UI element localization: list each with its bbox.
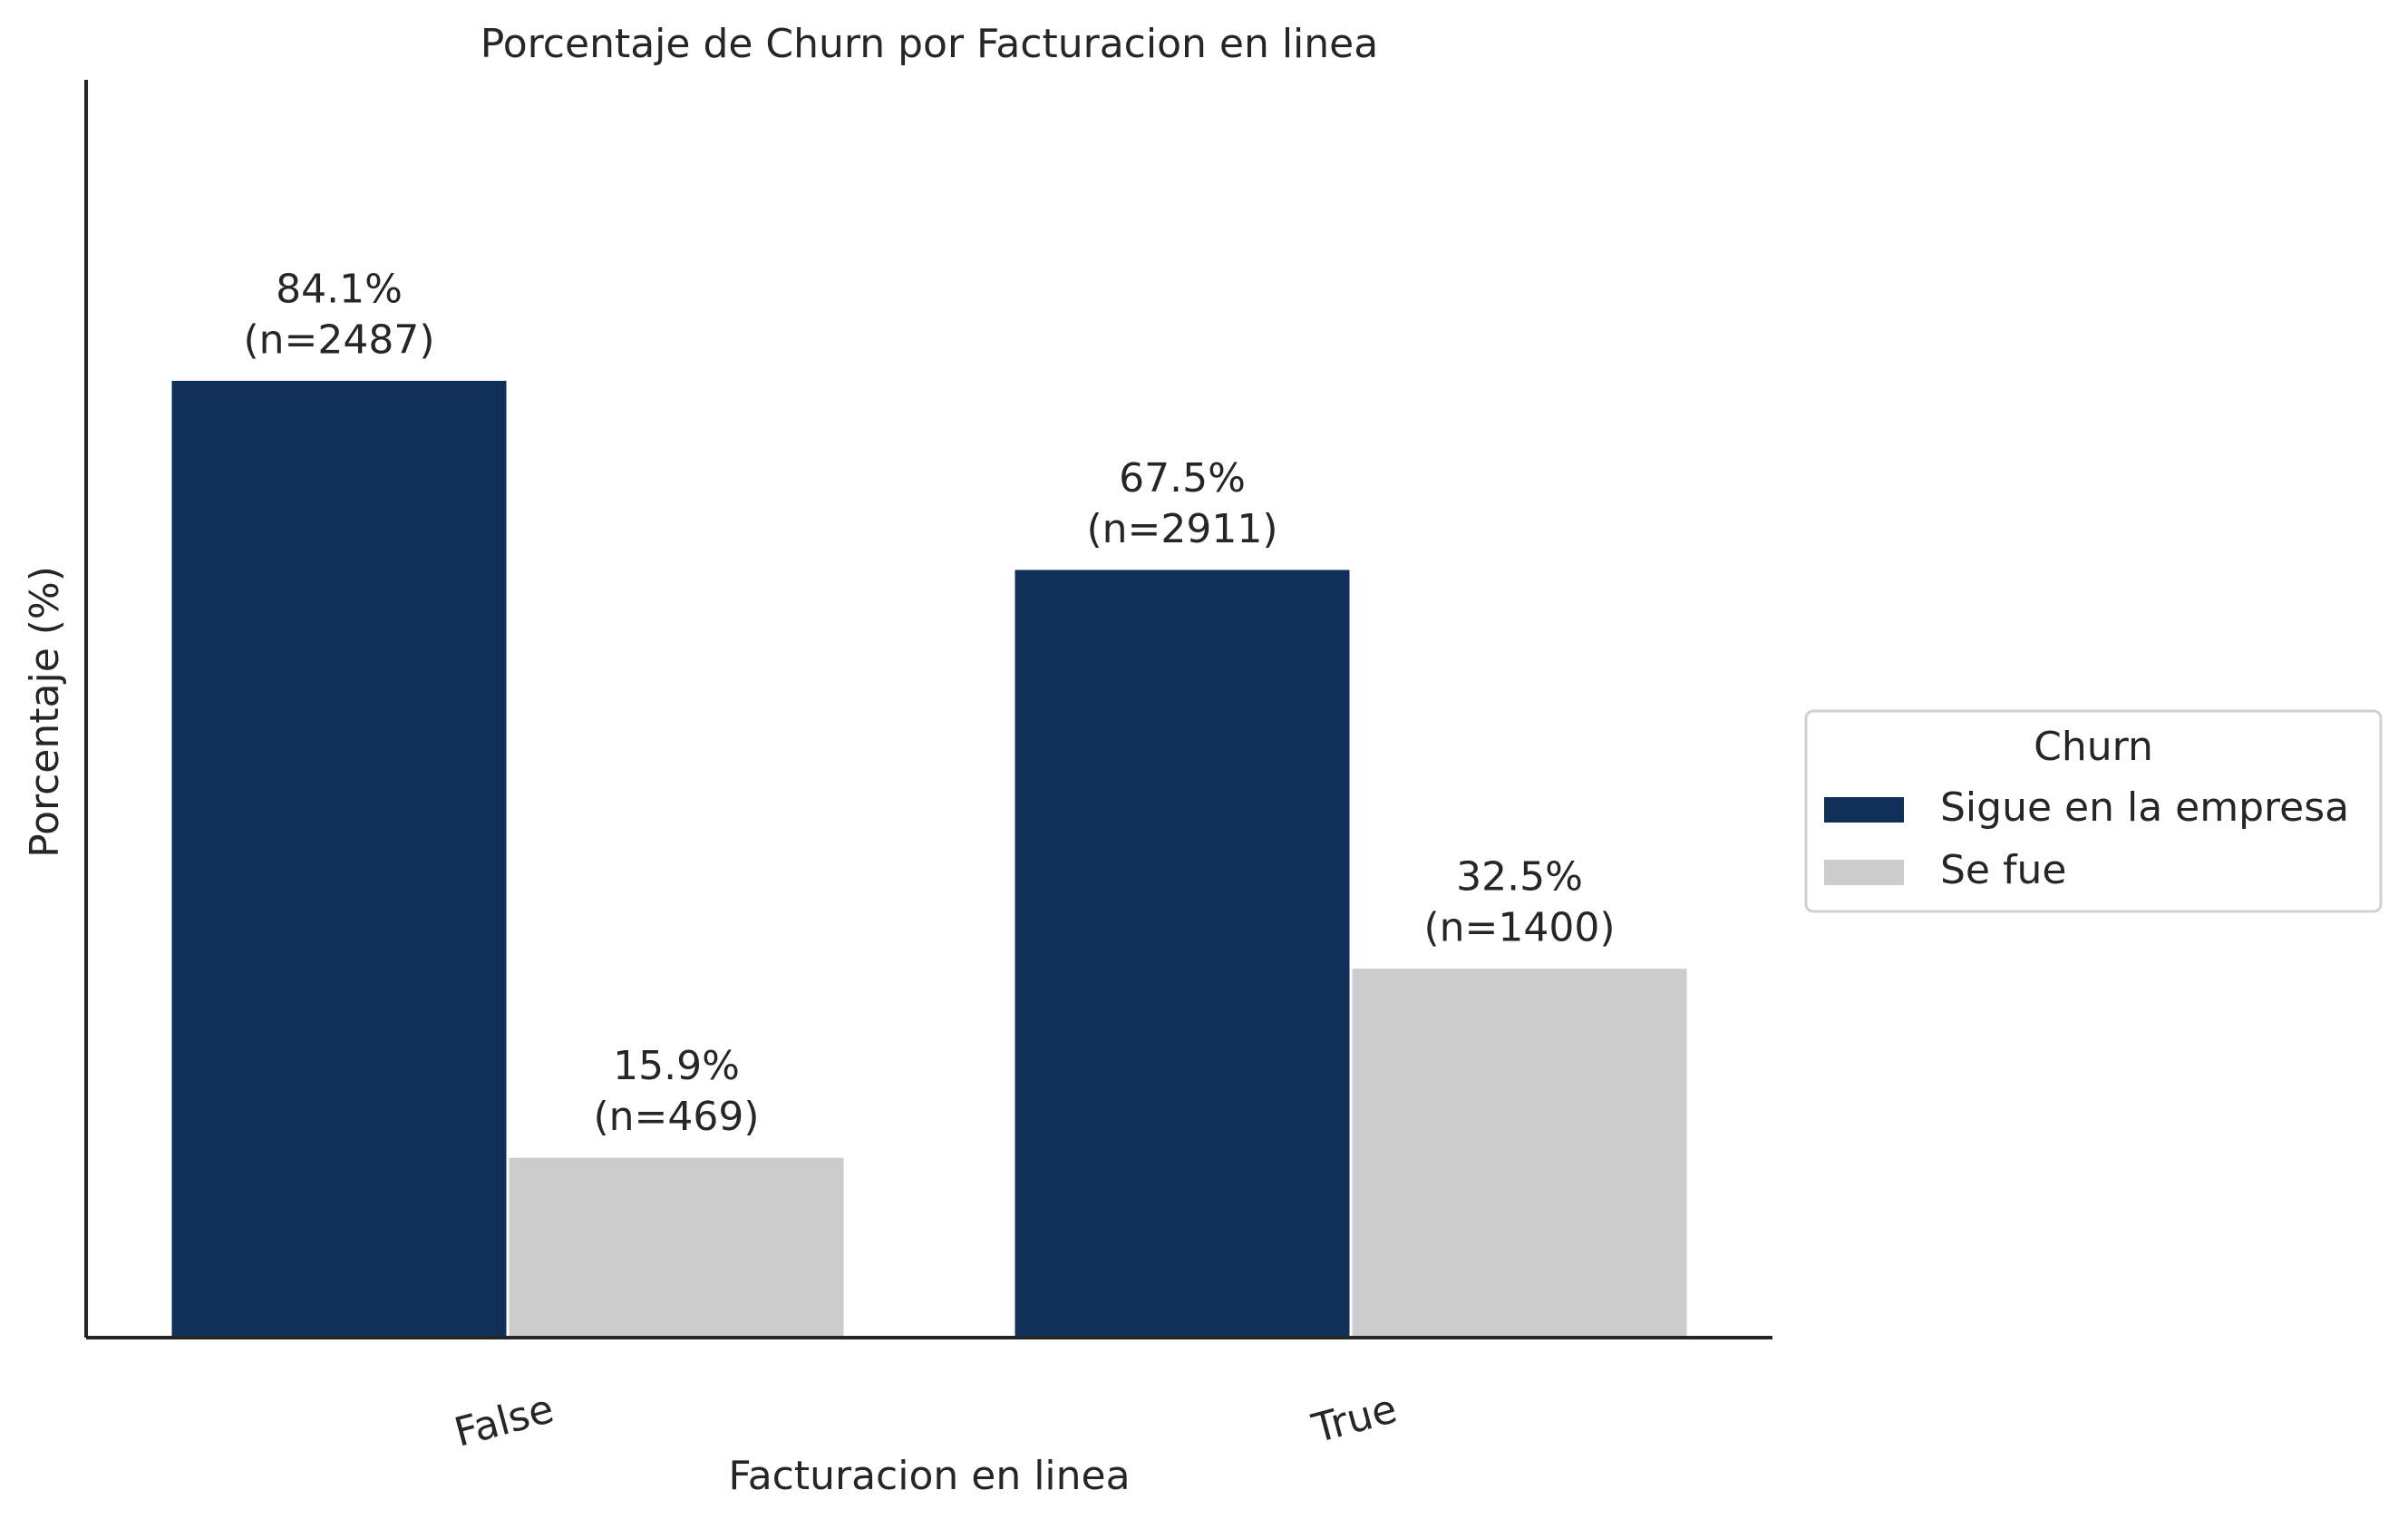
legend-swatch (1824, 797, 1904, 823)
count-label: (n=1400) (1423, 905, 1615, 951)
y-axis-label: Porcentaje (%) (22, 566, 68, 858)
chart-title: Porcentaje de Churn por Facturacion en l… (481, 21, 1378, 67)
value-label: 84.1% (276, 266, 403, 312)
bar (1349, 966, 1690, 1339)
legend-label: Se fue (1940, 847, 2066, 893)
bar (506, 1154, 847, 1339)
x-tick-label: False (450, 1386, 558, 1456)
bar (169, 377, 510, 1339)
legend-title: Churn (2034, 724, 2153, 770)
x-tick-label: True (1307, 1386, 1402, 1453)
count-label: (n=2487) (243, 317, 434, 363)
count-label: (n=2911) (1086, 506, 1277, 552)
bar (1012, 567, 1353, 1339)
value-label: 67.5% (1119, 455, 1246, 502)
x-axis-label: Facturacion en linea (728, 1453, 1130, 1499)
value-label: 15.9% (613, 1043, 740, 1089)
value-label: 32.5% (1456, 854, 1583, 901)
legend-box (1804, 709, 2383, 913)
legend-swatch (1824, 860, 1904, 885)
count-label: (n=469) (593, 1094, 759, 1140)
legend-label: Sigue en la empresa (1940, 784, 2349, 831)
